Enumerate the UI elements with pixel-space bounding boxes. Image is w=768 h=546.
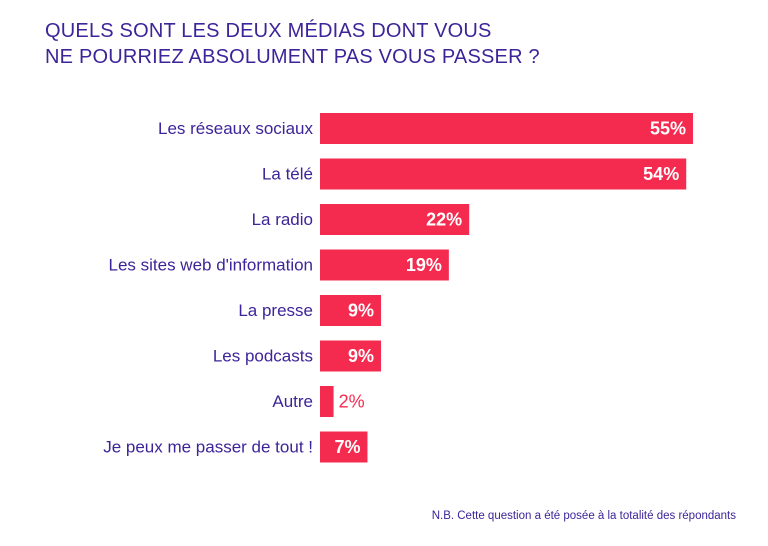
chart-title-line-2: NE POURRIEZ ABSOLUMENT PAS VOUS PASSER ? bbox=[45, 46, 540, 68]
chart-title-line-1: QUELS SONT LES DEUX MÉDIAS DONT VOUS bbox=[45, 20, 492, 42]
bar bbox=[320, 386, 334, 417]
bar bbox=[320, 113, 693, 144]
value-label: 19% bbox=[406, 255, 442, 275]
category-label: Les sites web d'information bbox=[108, 256, 313, 275]
value-label: 9% bbox=[348, 301, 374, 321]
value-label: 7% bbox=[334, 437, 360, 457]
bar bbox=[320, 204, 470, 235]
category-label: La radio bbox=[252, 210, 313, 229]
category-label: La presse bbox=[238, 301, 313, 320]
footnote: N.B. Cette question a été posée à la tot… bbox=[431, 510, 736, 522]
bar bbox=[320, 249, 449, 281]
bar bbox=[320, 340, 382, 372]
bar bbox=[320, 295, 382, 326]
value-label: 2% bbox=[339, 392, 365, 412]
value-label: 22% bbox=[426, 210, 462, 230]
category-label: Les réseaux sociaux bbox=[158, 119, 313, 138]
category-label: La télé bbox=[262, 165, 313, 184]
category-label: Je peux me passer de tout ! bbox=[103, 438, 313, 457]
category-label: Les podcasts bbox=[213, 347, 313, 366]
value-label: 9% bbox=[348, 346, 374, 366]
bar bbox=[320, 431, 368, 463]
value-label: 55% bbox=[650, 119, 686, 139]
chart-title: QUELS SONT LES DEUX MÉDIAS DONT VOUS NE … bbox=[45, 18, 745, 70]
value-label: 54% bbox=[643, 164, 679, 184]
bar bbox=[320, 158, 687, 190]
category-label: Autre bbox=[272, 392, 313, 411]
